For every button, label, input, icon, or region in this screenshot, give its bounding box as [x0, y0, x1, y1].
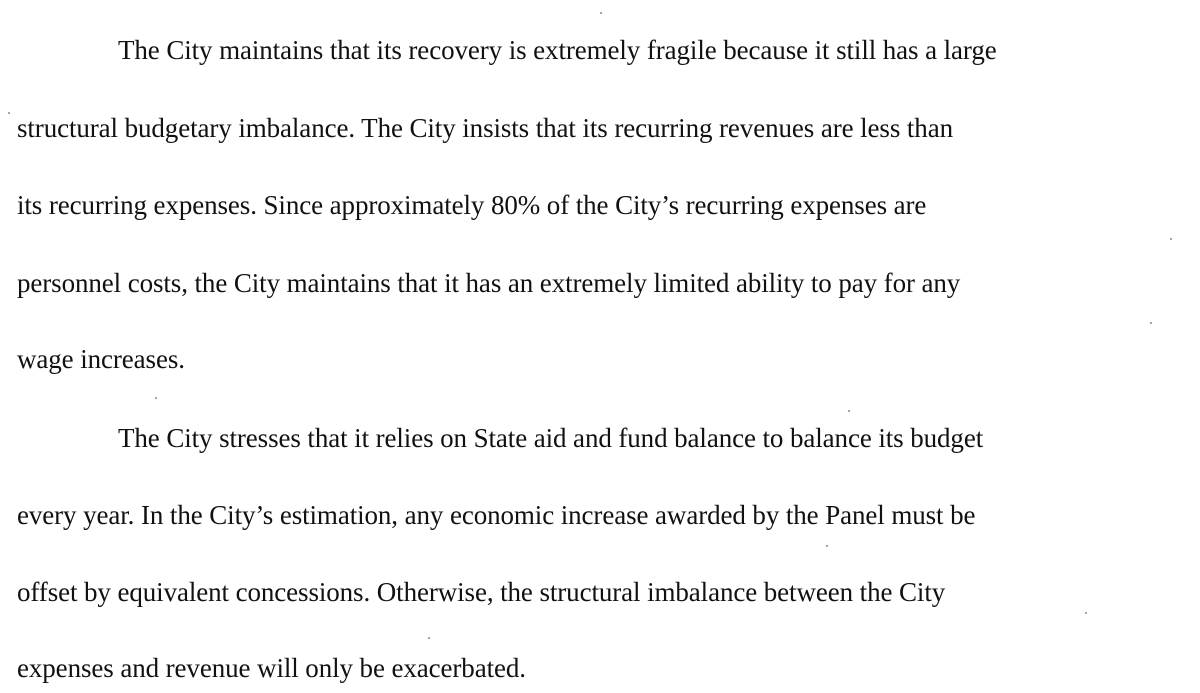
paragraph-line: every year. In the City’s estimation, an…: [17, 500, 976, 530]
paragraph-line: wage increases.: [17, 344, 185, 374]
scan-speck: [826, 545, 828, 547]
scan-speck: [8, 112, 10, 114]
paragraph-line: The City maintains that its recovery is …: [118, 35, 997, 65]
scan-speck: [1085, 612, 1087, 614]
paragraph-line: personnel costs, the City maintains that…: [17, 268, 961, 298]
scan-speck: [1170, 238, 1172, 240]
scan-speck: [600, 12, 602, 14]
paragraph-line: expenses and revenue will only be exacer…: [17, 653, 526, 683]
scan-speck: [155, 397, 157, 399]
paragraph-line: its recurring expenses. Since approximat…: [17, 190, 927, 220]
scan-speck: [848, 410, 850, 412]
paragraph-line: structural budgetary imbalance. The City…: [17, 113, 953, 143]
scan-speck: [1150, 322, 1152, 324]
paragraph-line: offset by equivalent concessions. Otherw…: [17, 577, 946, 607]
scan-speck: [428, 637, 430, 639]
paragraph-line: The City stresses that it relies on Stat…: [118, 423, 984, 453]
